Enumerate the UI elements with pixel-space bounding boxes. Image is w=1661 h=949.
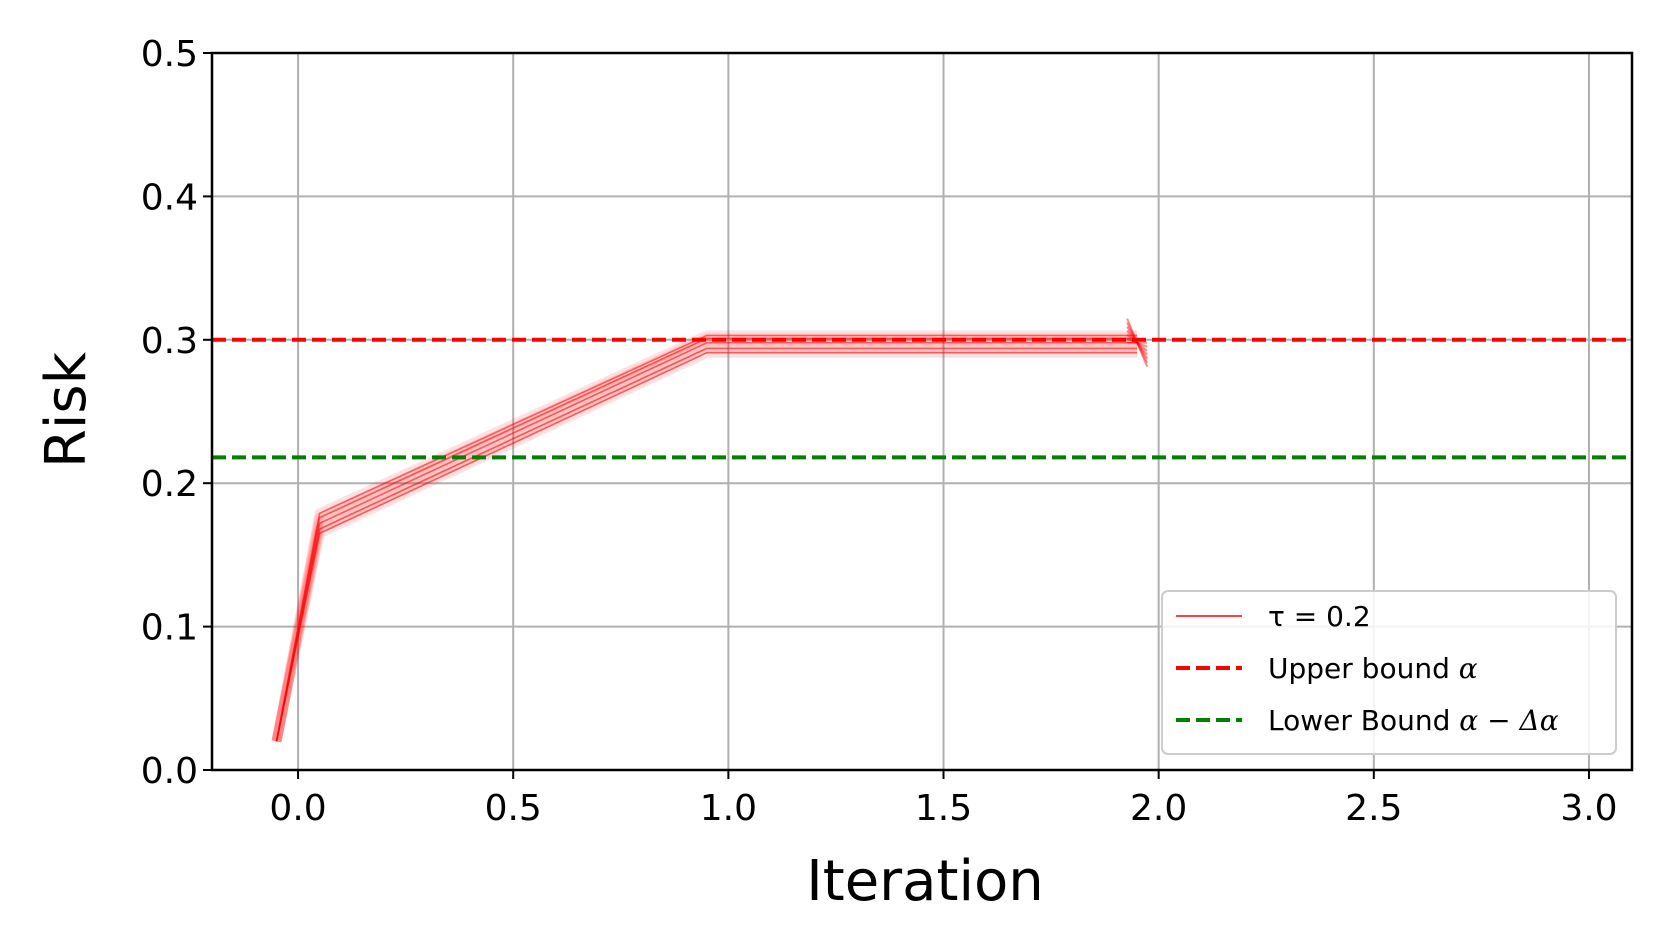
y-tick-label: 0.4 (141, 177, 198, 218)
legend-tau-label: τ = 0.2 (1268, 600, 1371, 633)
x-tick-label: 2.0 (1130, 788, 1187, 829)
tau-run-halo (271, 343, 1138, 743)
tau-end-cross (1126, 333, 1148, 352)
tau-end-cross (1126, 330, 1148, 356)
tau-run-line (275, 337, 1138, 742)
x-tick-label: 3.0 (1560, 788, 1617, 829)
tau-end-cross (1126, 326, 1148, 360)
tau-end-cross (1126, 318, 1149, 368)
x-tick-label: 1.0 (700, 788, 757, 829)
y-tick-label: 0.3 (141, 321, 198, 362)
tau-run-line (275, 351, 1138, 742)
legend-upper-math: α (1459, 652, 1478, 685)
ticks: 0.0 0.5 1.0 1.5 2.0 2.5 3.0 0.0 0.1 0.2 0.3 0.4 0.5 (141, 34, 1618, 829)
x-axis-title: Iteration (806, 849, 1044, 914)
legend-lower-label: Lower Bound α − Δα (1268, 704, 1559, 737)
x-tick-label: 0.0 (269, 788, 326, 829)
legend-upper-label: Upper bound α (1268, 652, 1478, 685)
tau-run-halo (271, 330, 1138, 743)
x-tick-label: 1.5 (915, 788, 972, 829)
x-tick-label: 0.5 (485, 788, 542, 829)
tau-run-halo (271, 337, 1138, 743)
y-tick-label: 0.0 (141, 751, 198, 792)
tau-end-cross (1126, 337, 1148, 348)
y-axis-title: Risk (34, 351, 99, 468)
plot-frame (210, 51, 1634, 772)
tau-run-line (275, 347, 1138, 742)
x-tick-label: 2.5 (1345, 788, 1402, 829)
legend: τ = 0.2 Upper bound α Lower Bound α − Δα (1161, 590, 1617, 755)
y-tick-label: 0.5 (141, 34, 198, 75)
legend-lower-math: α − Δα (1459, 704, 1558, 737)
tau-run-halo (271, 333, 1138, 743)
tau-end-cross (1126, 322, 1149, 364)
series-layer (212, 318, 1632, 743)
tau-run-line (275, 334, 1138, 742)
legend-box (1161, 590, 1617, 755)
y-tick-label: 0.2 (141, 464, 198, 505)
tau-run-halo (271, 347, 1138, 743)
tau-run-line (275, 341, 1138, 742)
y-tick-label: 0.1 (141, 608, 198, 649)
